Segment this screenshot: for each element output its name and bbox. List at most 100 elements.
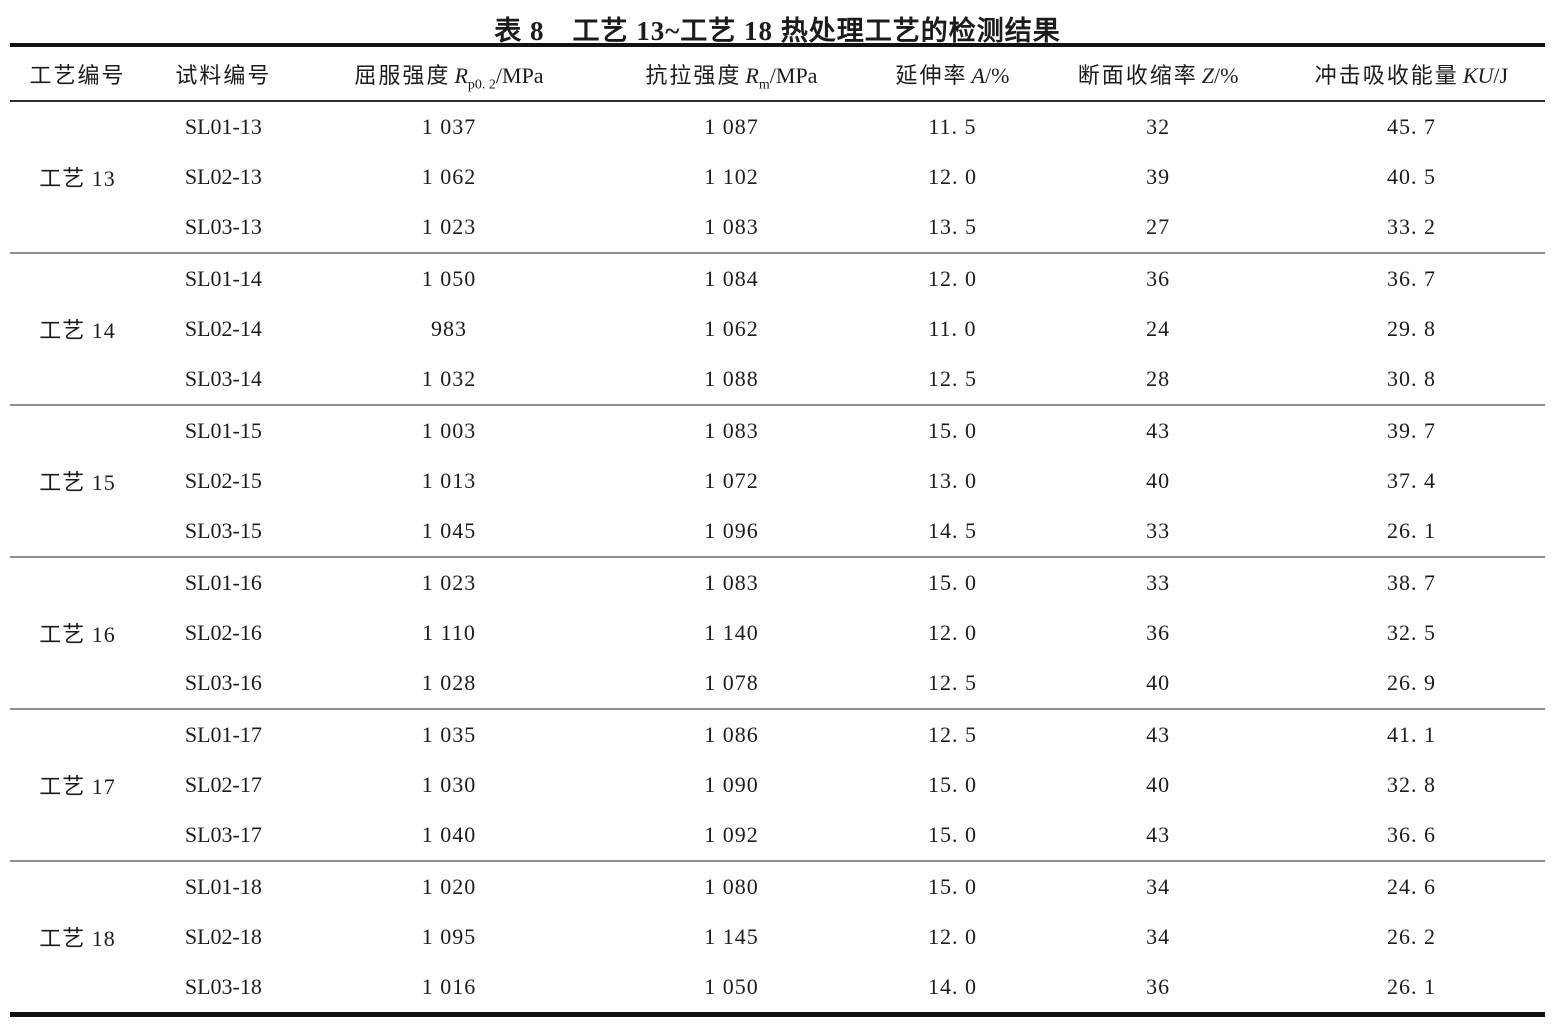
sample-cell: SL03-14 xyxy=(145,354,302,406)
tensile-strength-cell: 1 088 xyxy=(596,354,867,406)
column-unit: /MPa xyxy=(769,62,818,88)
area-reduction-cell: 40 xyxy=(1146,772,1171,797)
impact-energy-cell: 45. 7 xyxy=(1386,114,1436,139)
sample-cell: SL02-18 xyxy=(184,924,262,949)
elongation-cell: 13. 0 xyxy=(927,468,977,493)
table-row: SL02-17 1 030 1 090 15. 0 40 32. 8 xyxy=(10,760,1545,810)
column-unit: /MPa xyxy=(495,62,544,88)
column-symbol: R xyxy=(745,62,759,88)
table-row: 工艺 13 SL01-13 1 037 1 087 11. 5 32 45. 7 xyxy=(10,101,1545,254)
tensile-strength-cell: 1 083 xyxy=(596,202,867,254)
table-header-row: 工艺编号 试料编号 屈服强度 Rp0. 2/MPa 抗拉强度 Rm/MPa 延伸率 A/% 断面… xyxy=(10,45,1545,102)
impact-energy-cell: 26. 1 xyxy=(1277,506,1545,558)
column-unit: /J xyxy=(1493,62,1509,88)
impact-energy-cell: 24. 6 xyxy=(1386,874,1436,899)
impact-energy-cell: 32. 5 xyxy=(1386,620,1436,645)
column-symbol-subscript: p0. 2 xyxy=(467,76,496,92)
yield-strength-cell: 1 020 xyxy=(421,874,477,899)
yield-strength-cell: 1 035 xyxy=(421,722,477,747)
elongation-cell: 12. 5 xyxy=(866,354,1039,406)
sample-cell: SL02-17 xyxy=(184,772,262,797)
column-header-text: 屈服强度 xyxy=(354,62,451,88)
column-symbol-subscript: m xyxy=(758,76,770,92)
column-header-text: 延伸率 xyxy=(895,62,968,88)
area-reduction-cell: 34 xyxy=(1146,924,1171,949)
tensile-strength-cell: 1 050 xyxy=(704,974,759,999)
yield-strength-cell: 1 032 xyxy=(301,354,597,406)
tensile-strength-cell: 1 062 xyxy=(704,316,759,341)
table-row: 工艺 14 SL01-14 1 050 1 084 12. 0 36 36. 7 xyxy=(10,253,1545,406)
yield-strength-cell: 1 037 xyxy=(421,114,477,139)
column-symbol: A xyxy=(971,62,985,88)
table-row: SL03-17 1 040 1 092 15. 0 43 36. 6 xyxy=(10,810,1545,862)
table-row: SL02-16 1 110 1 140 12. 0 36 32. 5 xyxy=(10,608,1545,658)
impact-energy-cell: 32. 8 xyxy=(1386,772,1436,797)
yield-strength-cell: 1 016 xyxy=(421,974,477,999)
sample-cell: SL03-13 xyxy=(145,202,302,254)
impact-energy-cell: 40. 5 xyxy=(1386,164,1436,189)
impact-energy-cell: 30. 8 xyxy=(1277,354,1545,406)
table-row: 工艺 15 SL01-15 1 003 1 083 15. 0 43 39. 7 xyxy=(10,405,1545,558)
impact-energy-cell: 38. 7 xyxy=(1386,570,1436,595)
sample-cell: SL02-16 xyxy=(184,620,262,645)
area-reduction-cell: 28 xyxy=(1038,354,1278,406)
table-row: SL03-14 1 032 1 088 12. 5 28 30. 8 xyxy=(10,354,1545,406)
table-row: SL02-15 1 013 1 072 13. 0 40 37. 4 xyxy=(10,456,1545,506)
tensile-strength-cell: 1 087 xyxy=(704,114,759,139)
tensile-strength-cell: 1 145 xyxy=(704,924,759,949)
table-row: 工艺 18 SL01-18 1 020 1 080 15. 0 34 24. 6 xyxy=(10,861,1545,951)
process-cell: 工艺 13 xyxy=(10,101,146,254)
tensile-strength-cell: 1 102 xyxy=(704,164,759,189)
table-row: SL03-13 1 023 1 083 13. 5 27 33. 2 xyxy=(10,202,1545,254)
tensile-strength-cell: 1 084 xyxy=(704,266,759,291)
sample-cell: SL03-18 xyxy=(184,974,262,999)
area-reduction-cell: 33 xyxy=(1146,570,1171,595)
elongation-cell: 14. 0 xyxy=(927,974,977,999)
impact-energy-cell: 36. 7 xyxy=(1386,266,1436,291)
results-table: 工艺编号 试料编号 屈服强度 Rp0. 2/MPa 抗拉强度 Rm/MPa 延伸率 A/% 断面… xyxy=(10,43,1545,1017)
yield-strength-cell: 1 023 xyxy=(301,202,597,254)
sample-cell: SL01-18 xyxy=(184,874,262,899)
tensile-strength-cell: 1 090 xyxy=(704,772,759,797)
yield-strength-cell: 1 050 xyxy=(421,266,477,291)
sample-cell: SL01-17 xyxy=(184,722,262,747)
tensile-strength-cell: 1 140 xyxy=(704,620,759,645)
column-symbol: Z xyxy=(1201,62,1215,88)
elongation-cell: 14. 5 xyxy=(866,506,1039,558)
column-unit: /% xyxy=(1214,62,1239,88)
column-header-text: 冲击吸收能量 xyxy=(1314,62,1459,88)
yield-strength-cell: 1 095 xyxy=(421,924,477,949)
sample-cell: SL01-14 xyxy=(184,266,262,291)
table-title: 表 8 工艺 13~工艺 18 热处理工艺的检测结果 xyxy=(494,16,1061,46)
elongation-cell: 11. 0 xyxy=(928,316,977,341)
area-reduction-cell: 40 xyxy=(1038,658,1278,710)
table-row: SL03-16 1 028 1 078 12. 5 40 26. 9 xyxy=(10,658,1545,710)
process-cell: 工艺 15 xyxy=(10,405,146,558)
elongation-cell: 12. 5 xyxy=(866,658,1039,710)
sample-cell: SL03-15 xyxy=(145,506,302,558)
yield-strength-cell: 983 xyxy=(431,316,467,341)
column-header-text: 工艺编号 xyxy=(29,62,126,88)
elongation-cell: 12. 0 xyxy=(927,164,977,189)
process-cell: 工艺 17 xyxy=(10,709,146,862)
column-header-elongation: 延伸率 A/% xyxy=(866,45,1039,102)
elongation-cell: 11. 5 xyxy=(928,114,977,139)
sample-cell: SL01-13 xyxy=(184,114,262,139)
yield-strength-cell: 1 030 xyxy=(421,772,477,797)
table-row: 工艺 17 SL01-17 1 035 1 086 12. 5 43 41. 1 xyxy=(10,709,1545,862)
impact-energy-cell: 36. 6 xyxy=(1277,810,1545,862)
area-reduction-cell: 40 xyxy=(1146,468,1171,493)
area-reduction-cell: 36 xyxy=(1146,620,1171,645)
sample-cell: SL02-15 xyxy=(184,468,262,493)
header-row: 工艺编号 试料编号 屈服强度 Rp0. 2/MPa 抗拉强度 Rm/MPa 延伸率 A/% 断面… xyxy=(10,45,1545,102)
sample-cell: SL01-15 xyxy=(184,418,262,443)
area-reduction-cell: 36 xyxy=(1146,266,1171,291)
column-symbol: R xyxy=(454,62,468,88)
sample-cell: SL03-17 xyxy=(145,810,302,862)
column-header-yield: 屈服强度 Rp0. 2/MPa xyxy=(301,45,597,102)
sample-cell: SL02-13 xyxy=(184,164,262,189)
table-row: SL03-18 1 016 1 050 14. 0 36 26. 1 xyxy=(10,962,1545,1015)
table-row: SL03-15 1 045 1 096 14. 5 33 26. 1 xyxy=(10,506,1545,558)
column-header-text: 断面收缩率 xyxy=(1077,62,1198,88)
impact-energy-cell: 41. 1 xyxy=(1386,722,1436,747)
